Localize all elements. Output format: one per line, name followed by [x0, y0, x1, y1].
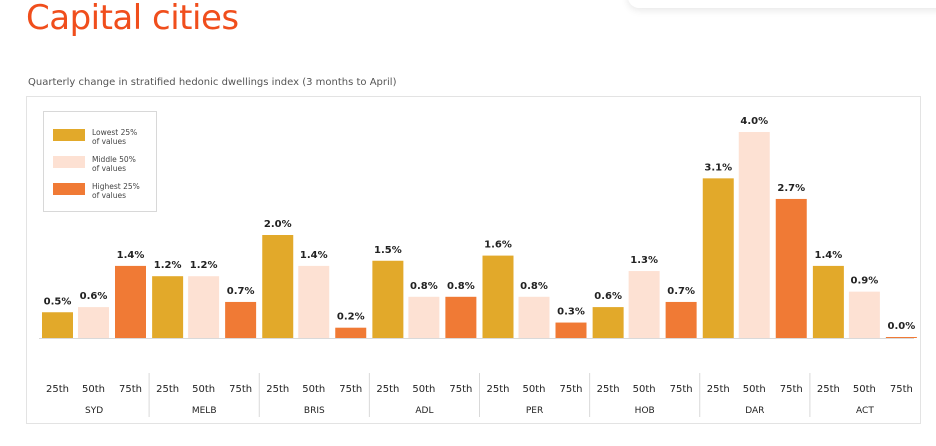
bar-melb-50th: [188, 276, 220, 338]
data-label-per-75th: 0.3%: [557, 307, 585, 318]
bar-per-50th: [518, 296, 550, 338]
data-label-adl-50th: 0.8%: [410, 281, 438, 292]
chart-legend: Lowest 25% of values Middle 50% of value…: [43, 111, 157, 212]
legend-swatch-middle: [53, 156, 85, 168]
tick-label-per-50th: 50th: [523, 384, 546, 395]
legend-label-highest: Highest 25% of values: [92, 182, 140, 200]
tick-label-melb-75th: 75th: [229, 384, 252, 395]
bar-act-25th: [812, 265, 844, 338]
tick-label-per-75th: 75th: [560, 384, 583, 395]
tick-label-bris-50th: 50th: [302, 384, 325, 395]
data-label-act-50th: 0.9%: [851, 276, 879, 287]
legend-label-lowest: Lowest 25% of values: [92, 128, 138, 146]
category-label-bris: BRIS: [304, 406, 325, 416]
bar-syd-75th: [115, 265, 146, 338]
tick-label-adl-75th: 75th: [449, 384, 472, 395]
bar-adl-25th: [372, 260, 404, 338]
tick-label-adl-50th: 50th: [412, 384, 435, 395]
data-label-bris-25th: 2.0%: [264, 219, 292, 230]
data-label-hob-75th: 0.7%: [667, 286, 695, 297]
tick-label-hob-25th: 25th: [597, 384, 620, 395]
bar-melb-75th: [225, 301, 257, 338]
category-label-per: PER: [526, 406, 543, 416]
data-label-per-25th: 1.6%: [484, 240, 512, 251]
category-label-hob: HOB: [635, 406, 655, 416]
data-label-adl-25th: 1.5%: [374, 245, 402, 256]
legend-label-middle: Middle 50% of values: [92, 155, 136, 173]
bar-melb-25th: [152, 276, 184, 338]
bar-dar-75th: [775, 198, 807, 338]
legend-swatch-highest: [53, 183, 85, 195]
tick-label-dar-75th: 75th: [780, 384, 803, 395]
bar-bris-25th: [262, 235, 294, 338]
data-label-per-50th: 0.8%: [520, 281, 548, 292]
tick-label-syd-50th: 50th: [82, 384, 105, 395]
category-label-dar: DAR: [745, 406, 764, 416]
tick-label-melb-50th: 50th: [192, 384, 215, 395]
tick-label-dar-50th: 50th: [743, 384, 766, 395]
tick-label-hob-50th: 50th: [633, 384, 656, 395]
tick-label-act-50th: 50th: [853, 384, 876, 395]
category-label-melb: MELB: [192, 406, 217, 416]
bar-bris-50th: [298, 265, 330, 338]
bar-adl-50th: [408, 296, 440, 338]
data-label-melb-50th: 1.2%: [190, 260, 218, 271]
category-label-adl: ADL: [415, 406, 433, 416]
tick-label-dar-25th: 25th: [707, 384, 730, 395]
chart-title: Quarterly change in stratified hedonic d…: [28, 77, 397, 88]
data-label-act-75th: 0.0%: [888, 321, 916, 332]
data-label-syd-50th: 0.6%: [80, 291, 108, 302]
top-card-shadow: [628, 0, 936, 8]
data-label-dar-25th: 3.1%: [704, 162, 732, 173]
bar-act-75th: [885, 337, 917, 338]
tick-label-hob-75th: 75th: [670, 384, 693, 395]
data-label-act-25th: 1.4%: [815, 250, 843, 261]
bar-hob-25th: [592, 307, 624, 338]
tick-label-per-25th: 25th: [487, 384, 510, 395]
bar-syd-50th: [78, 307, 109, 338]
data-label-adl-75th: 0.8%: [447, 281, 475, 292]
category-label-act: ACT: [856, 406, 874, 416]
tick-label-bris-25th: 25th: [266, 384, 289, 395]
bar-per-25th: [482, 255, 514, 338]
bar-per-75th: [555, 322, 587, 338]
tick-label-act-75th: 75th: [890, 384, 913, 395]
bar-bris-75th: [335, 327, 367, 338]
data-label-bris-50th: 1.4%: [300, 250, 328, 261]
tick-label-melb-25th: 25th: [156, 384, 179, 395]
tick-label-act-25th: 25th: [817, 384, 840, 395]
tick-label-syd-75th: 75th: [119, 384, 142, 395]
category-label-syd: SYD: [85, 406, 103, 416]
data-label-hob-25th: 0.6%: [594, 291, 622, 302]
data-label-bris-75th: 0.2%: [337, 312, 365, 323]
legend-swatch-lowest: [53, 129, 85, 141]
chart-canvas: 0.5% 25th 0.6% 50th 1.4% 75th SYD 1.2% 25th 1.2% 5…: [39, 116, 917, 417]
bar-adl-75th: [445, 296, 477, 338]
tick-label-syd-25th: 25th: [46, 384, 69, 395]
data-label-melb-25th: 1.2%: [154, 260, 182, 271]
bar-chart: 0.5% 25th 0.6% 50th 1.4% 75th SYD 1.2% 25th 1.2% 5…: [26, 96, 921, 424]
tick-label-adl-25th: 25th: [376, 384, 399, 395]
data-label-syd-25th: 0.5%: [44, 296, 72, 307]
tick-label-bris-75th: 75th: [339, 384, 362, 395]
data-label-dar-75th: 2.7%: [777, 183, 805, 194]
bar-dar-25th: [702, 178, 734, 338]
data-label-hob-50th: 1.3%: [630, 255, 658, 266]
bar-syd-25th: [42, 312, 73, 338]
bar-hob-75th: [665, 301, 697, 338]
bar-hob-50th: [628, 271, 660, 338]
data-label-syd-75th: 1.4%: [117, 250, 145, 261]
bar-act-50th: [848, 291, 880, 338]
bar-dar-50th: [738, 132, 770, 338]
data-label-dar-50th: 4.0%: [740, 116, 768, 127]
page-title: Capital cities: [26, 0, 239, 38]
data-label-melb-75th: 0.7%: [227, 286, 255, 297]
